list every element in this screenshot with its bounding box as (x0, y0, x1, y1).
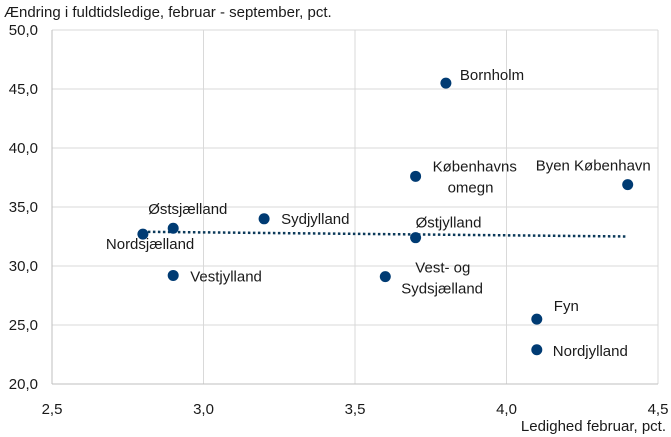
point-label: Østjylland (416, 215, 482, 232)
data-point (167, 222, 179, 234)
point-label: Bornholm (460, 67, 524, 84)
y-tick-label: 35,0 (9, 199, 38, 216)
y-tick-label: 45,0 (9, 81, 38, 98)
point-label: Københavns omegn (433, 158, 517, 196)
data-point (531, 313, 543, 325)
y-tick-label: 50,0 (9, 22, 38, 39)
trendline (142, 230, 628, 238)
data-point (258, 213, 270, 225)
data-point (410, 170, 422, 182)
points-group (137, 77, 634, 356)
data-point (379, 271, 391, 283)
data-point (137, 228, 149, 240)
trendline-group (142, 230, 628, 238)
data-point (531, 344, 543, 356)
point-label: Østsjælland (148, 201, 227, 218)
y-tick-label: 30,0 (9, 258, 38, 275)
y-tick-label: 20,0 (9, 376, 38, 393)
point-label: Sydjylland (281, 211, 349, 228)
x-tick-label: 4,5 (648, 401, 669, 418)
point-label: Vestjylland (190, 268, 262, 285)
point-label: Nordsjælland (106, 236, 194, 253)
x-tick-label: 4,0 (496, 401, 517, 418)
data-point (440, 77, 452, 89)
point-label: Fyn (554, 298, 579, 315)
labels-group: Nordsjælland Østsjælland Vestjylland Sydjyl… (106, 67, 651, 360)
grid (52, 29, 659, 384)
y-tick-label: 25,0 (9, 317, 38, 334)
x-axis-title: Ledighed februar, pct. (521, 418, 666, 435)
point-label: Vest- og Sydsjælland (401, 260, 483, 298)
data-point (410, 232, 422, 244)
y-axis-title: Ændring i fuldtidsledige, februar - sept… (4, 4, 332, 21)
axes: 20,0 25,0 30,0 35,0 40,0 45,0 50,0 2,5 3,0 3,5 4,0… (9, 22, 669, 418)
point-label: Byen København (536, 158, 651, 175)
y-tick-label: 40,0 (9, 140, 38, 157)
x-tick-label: 3,5 (345, 401, 366, 418)
x-tick-label: 2,5 (42, 401, 63, 418)
point-label: Nordjylland (553, 343, 628, 360)
x-tick-label: 3,0 (193, 401, 214, 418)
data-point (167, 269, 179, 281)
data-point (622, 179, 634, 191)
